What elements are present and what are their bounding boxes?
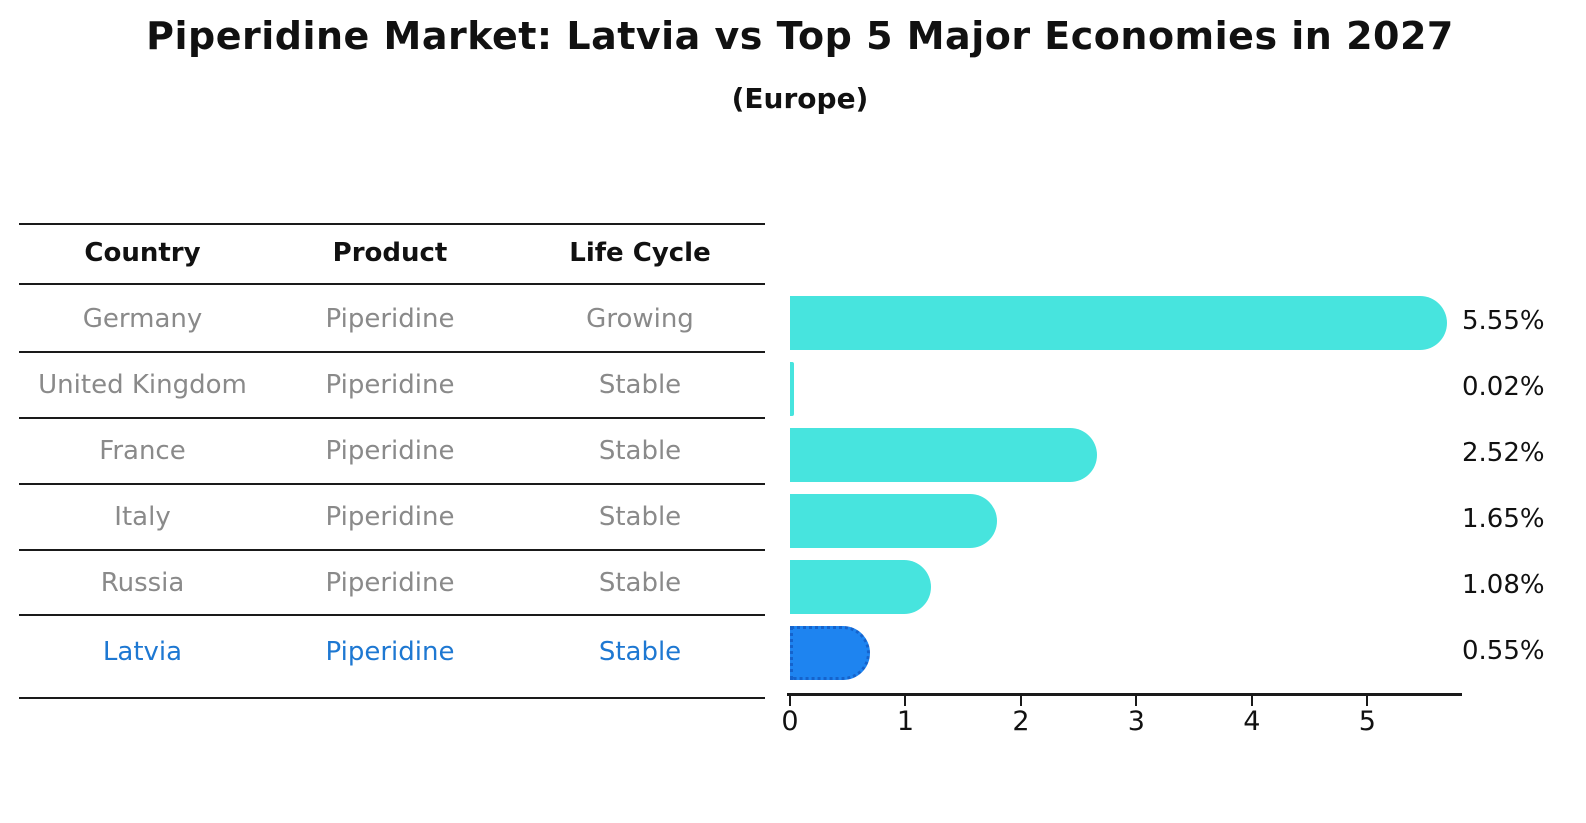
table-cell-life-cycle: Stable (598, 502, 682, 532)
bar (790, 560, 931, 614)
table-header-life-cycle: Life Cycle (569, 238, 711, 268)
x-axis-tick (1366, 696, 1369, 706)
table-row-rule (19, 351, 765, 353)
bar-value-label: 0.55% (1462, 636, 1545, 666)
table-top-rule (19, 223, 765, 225)
bar-value-label: 2.52% (1462, 438, 1545, 468)
x-axis-tick (1019, 696, 1022, 706)
bar (790, 296, 1447, 350)
x-axis-tick-label: 0 (781, 706, 799, 737)
bar (790, 494, 997, 548)
bar (790, 428, 1097, 482)
table-header-product: Product (332, 238, 448, 268)
x-axis (787, 693, 1462, 696)
table-row-rule (19, 614, 765, 616)
table-cell-product: Piperidine (325, 304, 455, 334)
table-row-rule (19, 549, 765, 551)
bar-value-label: 5.55% (1462, 306, 1545, 336)
table-row-rule (19, 483, 765, 485)
table-cell-product: Piperidine (325, 502, 455, 532)
bar-value-label: 1.08% (1462, 570, 1545, 600)
chart-title: Piperidine Market: Latvia vs Top 5 Major… (146, 14, 1454, 58)
table-cell-product: Piperidine (325, 436, 455, 466)
x-axis-tick-label: 3 (1127, 706, 1145, 737)
chart-subtitle: (Europe) (731, 82, 869, 115)
x-axis-tick (904, 696, 907, 706)
bar (790, 362, 794, 416)
table-cell-country: Italy (114, 502, 171, 532)
table-row-rule (19, 417, 765, 419)
x-axis-tick-label: 2 (1012, 706, 1030, 737)
table-cell-product: Piperidine (325, 370, 455, 400)
table-bottom-rule (19, 697, 765, 699)
x-axis-tick (789, 696, 791, 706)
table-cell-life-cycle: Stable (598, 370, 682, 400)
table-header-country: Country (84, 238, 201, 268)
table-cell-life-cycle: Stable (598, 637, 682, 667)
table-cell-product: Piperidine (325, 637, 455, 667)
table-cell-life-cycle: Growing (586, 304, 694, 334)
table-row-rule (19, 283, 765, 285)
table-cell-life-cycle: Stable (598, 436, 682, 466)
x-axis-tick-label: 4 (1243, 706, 1261, 737)
table-cell-country: Germany (82, 304, 203, 334)
table-cell-life-cycle: Stable (598, 568, 682, 598)
bar-latvia-highlighted (790, 626, 870, 680)
x-axis-tick-label: 1 (896, 706, 915, 737)
bar-value-label: 1.65% (1462, 504, 1545, 534)
x-axis-tick-label: 5 (1358, 706, 1376, 737)
table-cell-country: France (99, 436, 186, 466)
x-axis-tick (1135, 696, 1138, 706)
table-cell-country: Latvia (102, 637, 183, 667)
bar-value-label: 0.02% (1462, 372, 1545, 402)
table-cell-country: Russia (100, 568, 185, 598)
table-cell-product: Piperidine (325, 568, 455, 598)
table-cell-country: United Kingdom (38, 370, 247, 400)
x-axis-tick (1250, 696, 1253, 706)
